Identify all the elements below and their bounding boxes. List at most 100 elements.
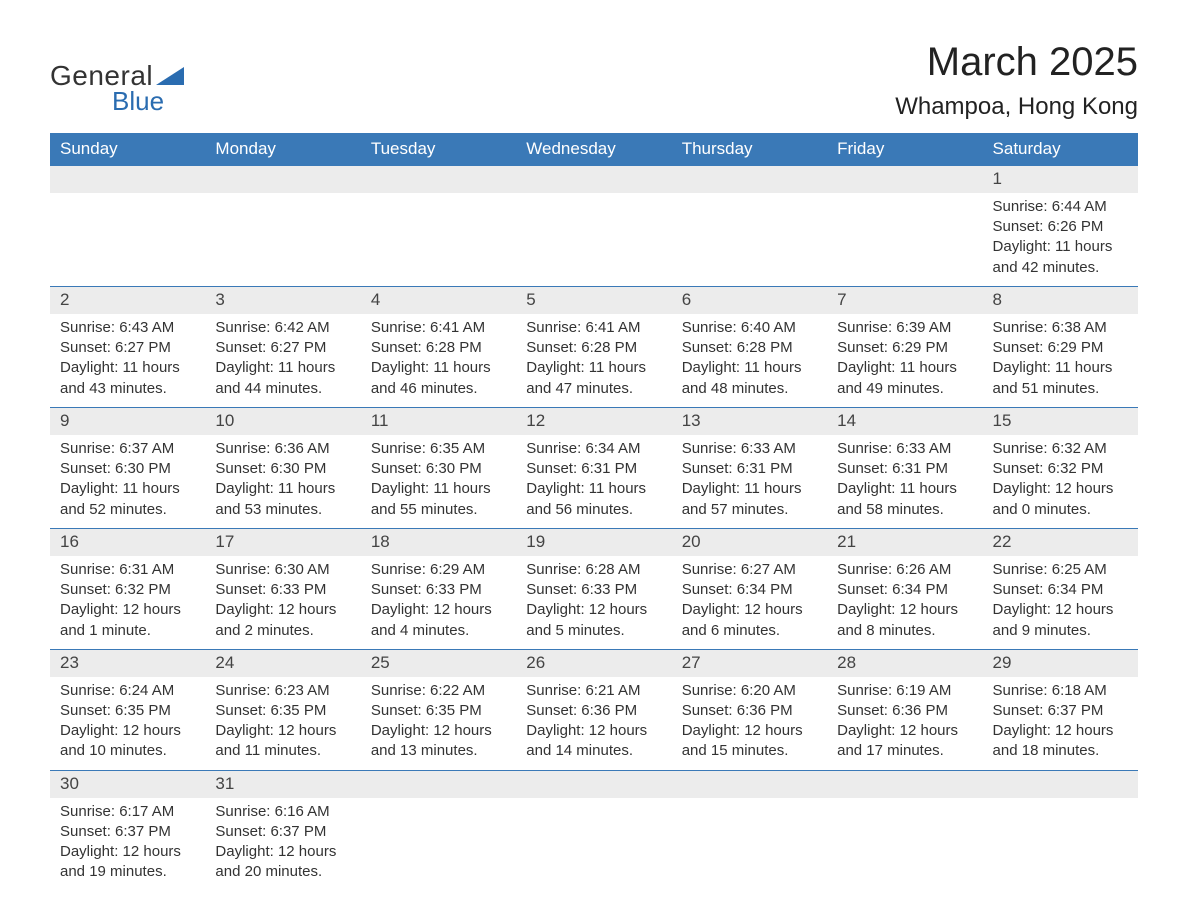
day-content-cell: Sunrise: 6:32 AMSunset: 6:32 PMDaylight:…: [983, 435, 1138, 529]
day-number-cell: 9: [50, 407, 205, 434]
sunrise-text: Sunrise: 6:25 AM: [993, 560, 1128, 580]
sunset-text: Sunset: 6:36 PM: [526, 701, 661, 721]
sunrise-text: Sunrise: 6:17 AM: [60, 802, 195, 822]
sunset-text: Sunset: 6:31 PM: [682, 459, 817, 479]
daylight-text: Daylight: 11 hours and 57 minutes.: [682, 479, 817, 520]
day-header-row: Sunday Monday Tuesday Wednesday Thursday…: [50, 133, 1138, 166]
week-content-row: Sunrise: 6:17 AM Sunset: 6:37 PM Daylight:…: [50, 798, 1138, 891]
sunrise-text: Sunrise: 6:41 AM: [371, 318, 506, 338]
day-content-cell: Sunrise: 6:34 AMSunset: 6:31 PMDaylight:…: [516, 435, 671, 529]
sunset-text: Sunset: 6:32 PM: [993, 459, 1128, 479]
sunset-text: Sunset: 6:28 PM: [371, 338, 506, 358]
day-number-cell: 31: [205, 770, 360, 797]
day-number-cell: [361, 166, 516, 193]
day-number-cell: 19: [516, 528, 671, 555]
day-number-cell: 2: [50, 286, 205, 313]
day-number-cell: 8: [983, 286, 1138, 313]
day-number-cell: 29: [983, 649, 1138, 676]
sunset-text: Sunset: 6:29 PM: [837, 338, 972, 358]
sunset-text: Sunset: 6:37 PM: [215, 822, 350, 842]
day-number-cell: 7: [827, 286, 982, 313]
day-header: Tuesday: [361, 133, 516, 166]
daylight-text: Daylight: 12 hours and 5 minutes.: [526, 600, 661, 641]
sunrise-text: Sunrise: 6:31 AM: [60, 560, 195, 580]
day-content-cell: [50, 193, 205, 287]
day-number-cell: 22: [983, 528, 1138, 555]
daylight-text: Daylight: 12 hours and 0 minutes.: [993, 479, 1128, 520]
day-number-cell: [827, 770, 982, 797]
daylight-text: Daylight: 12 hours and 17 minutes.: [837, 721, 972, 762]
week-daynum-row: 3031: [50, 770, 1138, 797]
sunset-text: Sunset: 6:31 PM: [837, 459, 972, 479]
day-header: Monday: [205, 133, 360, 166]
sunset-text: Sunset: 6:32 PM: [60, 580, 195, 600]
sunset-text: Sunset: 6:35 PM: [60, 701, 195, 721]
sunset-text: Sunset: 6:36 PM: [682, 701, 817, 721]
day-content-cell: Sunrise: 6:33 AMSunset: 6:31 PMDaylight:…: [827, 435, 982, 529]
day-content-cell: Sunrise: 6:30 AMSunset: 6:33 PMDaylight:…: [205, 556, 360, 650]
day-content-cell: Sunrise: 6:38 AMSunset: 6:29 PMDaylight:…: [983, 314, 1138, 408]
day-header: Saturday: [983, 133, 1138, 166]
daylight-text: Daylight: 11 hours and 42 minutes.: [993, 237, 1128, 278]
day-number-cell: 15: [983, 407, 1138, 434]
daylight-text: Daylight: 12 hours and 11 minutes.: [215, 721, 350, 762]
day-content-cell: [361, 798, 516, 891]
day-number-cell: 26: [516, 649, 671, 676]
sunrise-text: Sunrise: 6:30 AM: [215, 560, 350, 580]
sunset-text: Sunset: 6:33 PM: [215, 580, 350, 600]
sunset-text: Sunset: 6:34 PM: [682, 580, 817, 600]
sunset-text: Sunset: 6:30 PM: [215, 459, 350, 479]
day-header: Thursday: [672, 133, 827, 166]
week-daynum-row: 2345678: [50, 286, 1138, 313]
day-number-cell: 23: [50, 649, 205, 676]
day-content-cell: Sunrise: 6:28 AMSunset: 6:33 PMDaylight:…: [516, 556, 671, 650]
sunset-text: Sunset: 6:26 PM: [993, 217, 1128, 237]
sunrise-text: Sunrise: 6:44 AM: [993, 197, 1128, 217]
sunset-text: Sunset: 6:28 PM: [682, 338, 817, 358]
sunrise-text: Sunrise: 6:37 AM: [60, 439, 195, 459]
day-number-cell: [672, 770, 827, 797]
week-content-row: Sunrise: 6:44 AMSunset: 6:26 PMDaylight:…: [50, 193, 1138, 287]
sunrise-text: Sunrise: 6:21 AM: [526, 681, 661, 701]
daylight-text: Daylight: 11 hours and 48 minutes.: [682, 358, 817, 399]
daylight-text: Daylight: 12 hours and 19 minutes.: [60, 842, 195, 883]
day-content-cell: Sunrise: 6:35 AMSunset: 6:30 PMDaylight:…: [361, 435, 516, 529]
sunset-text: Sunset: 6:27 PM: [215, 338, 350, 358]
day-content-cell: [827, 798, 982, 891]
sunrise-text: Sunrise: 6:43 AM: [60, 318, 195, 338]
day-content-cell: Sunrise: 6:36 AMSunset: 6:30 PMDaylight:…: [205, 435, 360, 529]
sunrise-text: Sunrise: 6:34 AM: [526, 439, 661, 459]
logo-text-blue: Blue: [112, 86, 184, 117]
day-content-cell: [983, 798, 1138, 891]
daylight-text: Daylight: 11 hours and 56 minutes.: [526, 479, 661, 520]
sunrise-text: Sunrise: 6:20 AM: [682, 681, 817, 701]
day-number-cell: 10: [205, 407, 360, 434]
sunrise-text: Sunrise: 6:40 AM: [682, 318, 817, 338]
page-header: General Blue March 2025 Whampoa, Hong Ko…: [50, 40, 1138, 121]
day-content-cell: Sunrise: 6:40 AMSunset: 6:28 PMDaylight:…: [672, 314, 827, 408]
sunrise-text: Sunrise: 6:18 AM: [993, 681, 1128, 701]
day-number-cell: 24: [205, 649, 360, 676]
day-content-cell: Sunrise: 6:25 AMSunset: 6:34 PMDaylight:…: [983, 556, 1138, 650]
sunrise-text: Sunrise: 6:28 AM: [526, 560, 661, 580]
day-number-cell: 3: [205, 286, 360, 313]
day-content-cell: Sunrise: 6:23 AMSunset: 6:35 PMDaylight:…: [205, 677, 360, 771]
sunrise-text: Sunrise: 6:36 AM: [215, 439, 350, 459]
day-number-cell: [827, 166, 982, 193]
day-number-cell: 30: [50, 770, 205, 797]
day-content-cell: Sunrise: 6:21 AMSunset: 6:36 PMDaylight:…: [516, 677, 671, 771]
sunset-text: Sunset: 6:37 PM: [993, 701, 1128, 721]
daylight-text: Daylight: 12 hours and 13 minutes.: [371, 721, 506, 762]
week-daynum-row: 23242526272829: [50, 649, 1138, 676]
sunrise-text: Sunrise: 6:33 AM: [837, 439, 972, 459]
sunrise-text: Sunrise: 6:23 AM: [215, 681, 350, 701]
day-number-cell: 1: [983, 166, 1138, 193]
day-number-cell: [516, 770, 671, 797]
flag-icon: [156, 67, 184, 85]
day-content-cell: [672, 193, 827, 287]
daylight-text: Daylight: 12 hours and 15 minutes.: [682, 721, 817, 762]
day-number-cell: 4: [361, 286, 516, 313]
day-number-cell: 28: [827, 649, 982, 676]
calendar-table: Sunday Monday Tuesday Wednesday Thursday…: [50, 133, 1138, 891]
day-content-cell: Sunrise: 6:29 AMSunset: 6:33 PMDaylight:…: [361, 556, 516, 650]
